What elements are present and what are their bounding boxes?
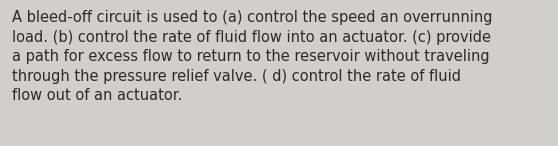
Text: A bleed-off circuit is used to (a) control the speed an overrunning
load. (b) co: A bleed-off circuit is used to (a) contr…: [12, 10, 493, 104]
